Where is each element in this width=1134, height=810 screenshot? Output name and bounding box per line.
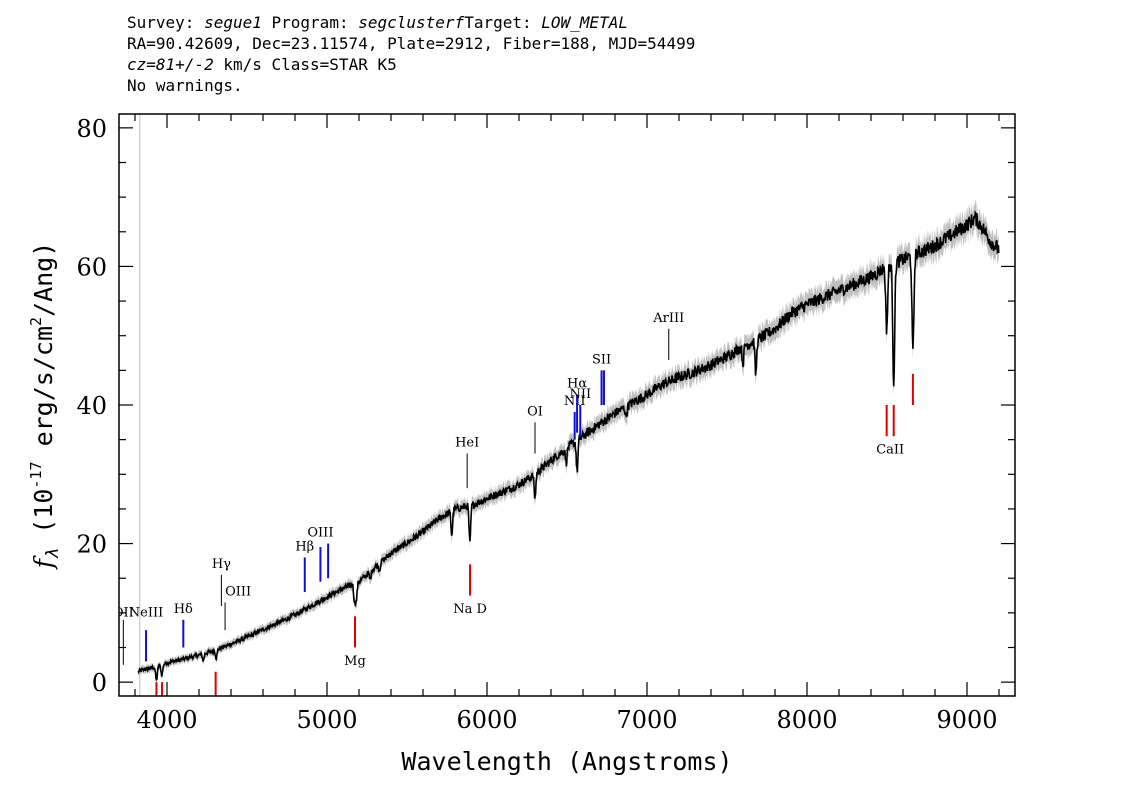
x-tick-label-5000: 5000	[296, 706, 357, 734]
svg-text:fλ (10-17 erg/s/cm2/Ang): fλ (10-17 erg/s/cm2/Ang)	[27, 242, 63, 571]
y-axis-exponent: -17	[27, 461, 45, 488]
emission-label-11: Hα	[567, 377, 587, 392]
program-value: segclusterf	[358, 13, 465, 32]
y-axis-lambda: λ	[43, 549, 63, 559]
y-axis-unit: erg/s/cm	[29, 326, 58, 461]
x-tick-label-9000: 9000	[936, 706, 997, 734]
emission-label-0: OII	[113, 605, 134, 620]
redshift-value: cz=81+/-2	[127, 55, 214, 74]
emission-label-8: HeI	[455, 436, 479, 451]
y-axis-title: fλ (10-17 erg/s/cm2/Ang)	[27, 242, 63, 571]
emission-label-5: Hβ	[295, 540, 314, 555]
emission-label-1: NeIII	[129, 605, 163, 620]
x-tick-label-8000: 8000	[776, 706, 837, 734]
redshift-class: km/s Class=STAR K5	[213, 55, 397, 74]
y-axis-f: f	[29, 555, 58, 570]
header-line-coordinates: RA=90.42609, Dec=23.11574, Plate=2912, F…	[127, 34, 696, 53]
survey-value: segue1	[204, 13, 262, 32]
emission-label-12: NII	[569, 387, 591, 402]
y-tick-label-80: 80	[76, 115, 107, 143]
y-tick-label-60: 60	[76, 253, 107, 281]
emission-label-9: OI	[527, 404, 543, 419]
emission-label-13: SII	[592, 352, 611, 367]
y-tick-label-40: 40	[76, 392, 107, 420]
x-tick-label-6000: 6000	[456, 706, 517, 734]
spectrum-header: Survey: segue1 Program: segclusterfTarge…	[127, 12, 695, 96]
absorption-label-3: Mg	[344, 654, 366, 669]
absorption-label-4: Na D	[453, 602, 487, 617]
emission-label-15: ArIII	[652, 311, 684, 326]
y-axis-tail: /Ang)	[29, 242, 58, 317]
x-tick-label-7000: 7000	[616, 706, 677, 734]
spectrum-line	[137, 209, 1000, 682]
x-tick-label-4000: 4000	[136, 706, 197, 734]
emission-label-6: OIII	[307, 526, 333, 541]
survey-label: Survey:	[127, 13, 195, 32]
emission-label-4: OIII	[225, 585, 251, 600]
y-axis-unit-open: (10	[29, 489, 58, 549]
y-axis-exponent2: 2	[27, 317, 45, 326]
program-label: Program:	[271, 13, 349, 32]
header-line-survey: Survey: segue1 Program: segclusterfTarge…	[127, 12, 695, 33]
emission-label-2: Hδ	[174, 602, 193, 617]
header-line-warnings: No warnings.	[127, 76, 243, 95]
emission-label-3: Hγ	[212, 557, 231, 572]
header-line-redshift: cz=81+/-2 km/s Class=STAR K5	[127, 54, 695, 75]
y-tick-label-0: 0	[92, 669, 107, 697]
y-tick-label-20: 20	[76, 531, 107, 559]
target-label: Target:	[464, 13, 532, 32]
absorption-label-5: CaII	[876, 443, 904, 458]
axis-ticks: 4000 5000 6000 7000 8000 9000 0 20 40 60 80	[76, 114, 1015, 734]
x-axis-title: Wavelength (Angstroms)	[401, 747, 732, 776]
target-value: LOW_METAL	[541, 13, 628, 32]
